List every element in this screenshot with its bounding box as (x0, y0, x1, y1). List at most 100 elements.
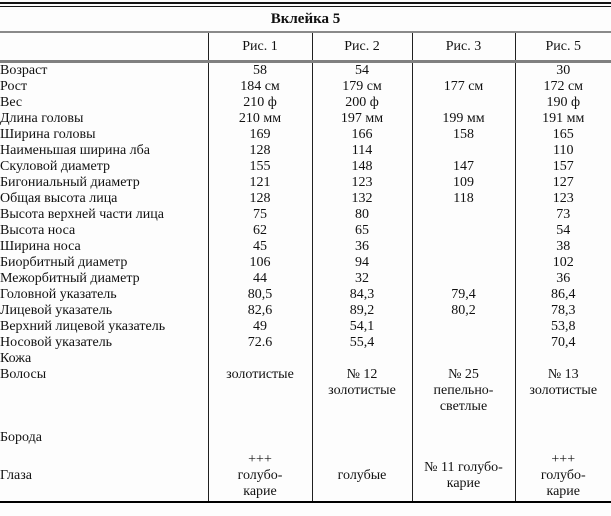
cell-value (411, 207, 515, 223)
cell-value: 109 (411, 175, 515, 191)
row-label: Лицевой указатель (0, 303, 113, 318)
row-label: Наименьшая ширина лба (0, 143, 150, 158)
cell-value: 132 (311, 191, 412, 207)
cell-value: 128 (207, 191, 312, 207)
cell-value (411, 95, 515, 111)
cell-value: голубые (311, 451, 412, 502)
cell-value: 165 (514, 127, 611, 143)
table-row: Головной указатель 80,5 84,3 79,4 86,4 (0, 287, 611, 303)
cell-value: 118 (411, 191, 515, 207)
cell-value (411, 255, 515, 271)
cell-value: № 25 пепельно- светлые (411, 367, 515, 425)
cell-value (207, 351, 312, 367)
cell-value: 157 (514, 159, 611, 175)
table-row: Бигониальный диаметр 121 123 109 127 (0, 175, 611, 191)
row-label: Глаза (0, 468, 32, 483)
cell-value: 121 (207, 175, 312, 191)
table-row: Глаза +++ голубо- карие голубые № 11 голубо… (0, 451, 611, 502)
cell-value: 197 мм (311, 111, 412, 127)
table-row: Высота носа 62 65 54 (0, 223, 611, 239)
cell-value (411, 319, 515, 335)
cell-value: 110 (514, 143, 611, 159)
table-row: Скуловой диаметр 155 148 147 157 (0, 159, 611, 175)
cell-value (411, 425, 515, 451)
table-body: Возраст 58 54 30 Рост 184 см 179 см 177 см 172 с… (0, 61, 611, 502)
cell-value (411, 239, 515, 255)
cell-value: 102 (514, 255, 611, 271)
cell-value: 179 см (311, 79, 412, 95)
cell-value: 166 (311, 127, 412, 143)
table-row: Кожа (0, 351, 611, 367)
cell-value: 94 (311, 255, 412, 271)
cell-value: 53,8 (514, 319, 611, 335)
cell-value: 148 (311, 159, 412, 175)
table-row: Носовой указатель 72.6 55,4 70,4 (0, 335, 611, 351)
cell-value: 123 (514, 191, 611, 207)
cell-value (311, 425, 412, 451)
table-row: Высота верхней части лица 75 80 73 (0, 207, 611, 223)
cell-value: 32 (311, 271, 412, 287)
header-fig-3: Рис. 3 (411, 33, 515, 63)
row-label: Борода (0, 430, 42, 445)
row-label: Вес (0, 95, 23, 110)
cell-value: 191 мм (514, 111, 611, 127)
cell-value: 155 (207, 159, 312, 175)
cell-value: 79,4 (411, 287, 515, 303)
cell-value: 184 см (207, 79, 312, 95)
cell-value: № 13 золотистые (514, 367, 611, 425)
cell-value: 54,1 (311, 319, 412, 335)
cell-value: 158 (411, 127, 515, 143)
cell-value: 86,4 (514, 287, 611, 303)
cell-value: 169 (207, 127, 312, 143)
cell-value (311, 351, 412, 367)
table-row: Межорбитный диаметр 44 32 36 (0, 271, 611, 287)
table-row: Биорбитный диаметр 106 94 102 (0, 255, 611, 271)
header-fig-2: Рис. 2 (311, 33, 412, 63)
cell-value: 172 см (514, 79, 611, 95)
cell-value: 80,5 (207, 287, 312, 303)
cell-value: 82,6 (207, 303, 312, 319)
cell-value: 54 (514, 223, 611, 239)
cell-value: № 12 золотистые (311, 367, 412, 425)
header-fig-5: Рис. 5 (514, 33, 611, 63)
cell-value: 36 (514, 271, 611, 287)
cell-value (411, 271, 515, 287)
cell-value: 177 см (411, 79, 515, 95)
row-label: Волосы (0, 367, 47, 382)
row-label: Высота верхней части лица (0, 207, 164, 222)
measurements-table: Рис. 1 Рис. 2 Рис. 3 Рис. 5 Возраст 58 54 3… (0, 33, 611, 503)
row-label: Длина головы (0, 111, 84, 126)
cell-value: 84,3 (311, 287, 412, 303)
cell-value: 106 (207, 255, 312, 271)
row-label: Ширина носа (0, 239, 81, 254)
cell-value: 190 ф (514, 95, 611, 111)
table-row: Волосы золотистые № 12 золотистые № 25 пепе… (0, 367, 611, 425)
cell-value (514, 351, 611, 367)
cell-value: 210 ф (207, 95, 312, 111)
cell-value: 128 (207, 143, 312, 159)
row-label: Возраст (0, 63, 48, 78)
cell-value: 89,2 (311, 303, 412, 319)
cell-value (207, 425, 312, 451)
table-row: Лицевой указатель 82,6 89,2 80,2 78,3 (0, 303, 611, 319)
cell-value: 123 (311, 175, 412, 191)
cell-value: 78,3 (514, 303, 611, 319)
cell-value: 49 (207, 319, 312, 335)
cell-value: золотистые (207, 367, 312, 425)
header-row: Рис. 1 Рис. 2 Рис. 3 Рис. 5 (0, 33, 611, 63)
row-label: Верхний лицевой указатель (0, 319, 166, 334)
cell-value: 80,2 (411, 303, 515, 319)
row-label: Носовой указатель (0, 335, 113, 350)
table-row: Рост 184 см 179 см 177 см 172 см (0, 79, 611, 95)
row-label: Бигониальный диаметр (0, 175, 140, 190)
row-label: Высота носа (0, 223, 76, 238)
cell-value: 58 (207, 61, 312, 79)
cell-value: 147 (411, 159, 515, 175)
row-label: Рост (0, 79, 28, 94)
cell-value (411, 351, 515, 367)
cell-value: 36 (311, 239, 412, 255)
cell-value: 210 мм (207, 111, 312, 127)
cell-value (411, 61, 515, 79)
cell-value: 30 (514, 61, 611, 79)
